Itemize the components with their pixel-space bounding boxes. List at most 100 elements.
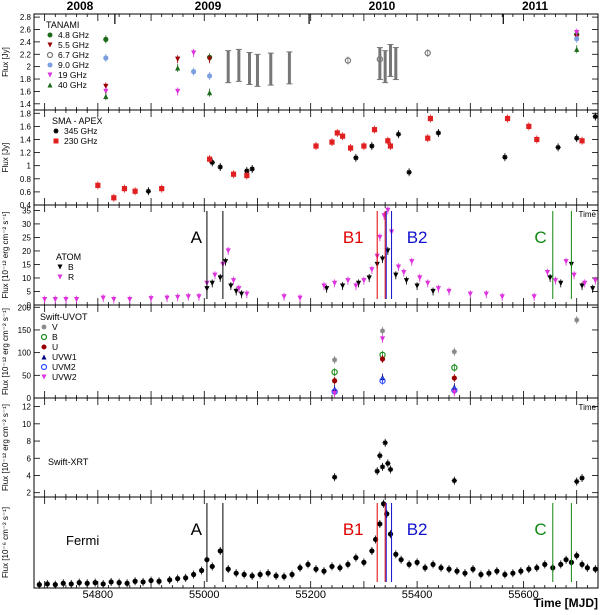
- data-point: [47, 62, 53, 68]
- legend-entry: 4.8 GHz: [58, 30, 89, 40]
- data-point: [148, 296, 154, 302]
- data-point: [57, 274, 63, 280]
- data-point: [582, 280, 588, 286]
- data-point: [41, 344, 47, 350]
- data-point: [579, 283, 585, 289]
- data-point: [345, 561, 351, 568]
- y-tick-label: 0: [27, 394, 32, 403]
- data-point: [574, 317, 580, 323]
- data-point: [414, 283, 420, 289]
- data-point: [212, 272, 218, 278]
- y-tick-label: 0.6: [20, 188, 32, 197]
- y-tick-label: 2.8: [20, 13, 32, 22]
- data-point: [502, 154, 508, 160]
- panel-frame: [33, 496, 599, 589]
- data-point: [579, 138, 585, 144]
- data-point: [257, 571, 263, 578]
- data-point: [206, 56, 213, 62]
- data-point: [347, 145, 354, 151]
- data-point: [209, 280, 215, 286]
- data-point: [36, 582, 42, 588]
- data-point: [191, 69, 197, 75]
- legend-entry: UVW2: [52, 372, 77, 382]
- data-point: [379, 356, 386, 362]
- data-point: [52, 582, 58, 588]
- data-point: [225, 248, 231, 254]
- data-point: [103, 83, 109, 90]
- data-point: [531, 294, 537, 300]
- y-tick-label: 25: [22, 233, 31, 242]
- data-point: [451, 478, 457, 484]
- data-point: [379, 328, 386, 334]
- data-point: [579, 561, 585, 568]
- data-point: [425, 280, 431, 286]
- data-point: [558, 280, 564, 286]
- data-point: [555, 144, 561, 150]
- data-point: [377, 234, 383, 241]
- data-point: [446, 566, 452, 572]
- data-point: [199, 567, 205, 574]
- y-tick-label: 30: [22, 220, 31, 229]
- data-point: [183, 575, 189, 581]
- y-tick-label: 200: [18, 303, 32, 312]
- data-point: [103, 93, 109, 99]
- data-point: [427, 115, 433, 122]
- legend-entry: 6.7 GHz: [58, 50, 89, 60]
- legend-entry: UVM2: [52, 362, 76, 372]
- data-point: [156, 578, 162, 584]
- y-tick-label: 2: [27, 489, 32, 498]
- data-point: [574, 478, 580, 485]
- panel-frame: [33, 204, 599, 306]
- data-point: [361, 278, 367, 284]
- data-point: [366, 275, 372, 281]
- data-point: [334, 130, 340, 136]
- y-axis-label: Flux [10⁻¹² erg cm⁻² s⁻¹]: [1, 308, 10, 395]
- y-tick-label: 1.2: [20, 149, 32, 158]
- data-point: [430, 561, 436, 568]
- data-point: [222, 259, 229, 265]
- data-point: [217, 275, 223, 281]
- data-point: [132, 578, 138, 584]
- panel-frames: [33, 13, 599, 589]
- y-axis-label: Flux [10⁻¹² erg cm⁻² s⁻¹]: [1, 212, 10, 299]
- data-point: [47, 32, 53, 38]
- legend-entry: 345 GHz: [64, 126, 98, 136]
- y-tick-label: 2.4: [20, 38, 32, 47]
- data-point: [353, 283, 359, 289]
- data-point: [344, 57, 352, 64]
- data-point: [167, 577, 173, 583]
- legend-entry: 9.0 GHz: [58, 60, 89, 70]
- data-point: [127, 296, 133, 303]
- data-point: [140, 579, 146, 585]
- y-tick-label: 12: [22, 403, 31, 412]
- year-label-2008: 2008: [67, 0, 94, 13]
- data-point: [387, 531, 394, 537]
- chart-text: 54800 55000 55200 55400 556001.41.61.822.22.…: [1, 13, 597, 601]
- data-point: [100, 295, 106, 301]
- data-point: [332, 280, 338, 286]
- data-point: [371, 127, 378, 133]
- data-point: [175, 56, 181, 62]
- data-point: [393, 551, 399, 557]
- y-tick-label: 20: [22, 247, 31, 256]
- data-point: [340, 133, 346, 139]
- data-point: [236, 286, 242, 292]
- data-point: [175, 88, 181, 95]
- data-point: [446, 288, 452, 295]
- period-label-b1: B1: [343, 520, 364, 539]
- x-tick-label: 54800: [83, 589, 114, 601]
- period-label-c: C: [534, 520, 546, 539]
- data-point: [377, 453, 383, 459]
- legend-title: Swift-UVOT: [40, 312, 88, 322]
- data-point: [281, 294, 287, 300]
- data-point: [526, 566, 532, 572]
- data-point: [590, 286, 596, 292]
- y-tick-label: 2.6: [20, 25, 32, 34]
- data-point: [132, 188, 138, 194]
- data-point: [592, 113, 598, 120]
- y-tick-label: 1.6: [20, 122, 32, 131]
- legend-entry: U: [52, 342, 58, 352]
- data-point: [454, 568, 460, 574]
- data-point: [395, 131, 402, 137]
- y-tick-label: 1.6: [20, 87, 32, 96]
